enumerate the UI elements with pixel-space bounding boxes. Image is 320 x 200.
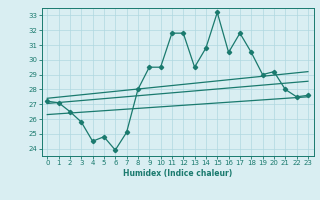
X-axis label: Humidex (Indice chaleur): Humidex (Indice chaleur) xyxy=(123,169,232,178)
